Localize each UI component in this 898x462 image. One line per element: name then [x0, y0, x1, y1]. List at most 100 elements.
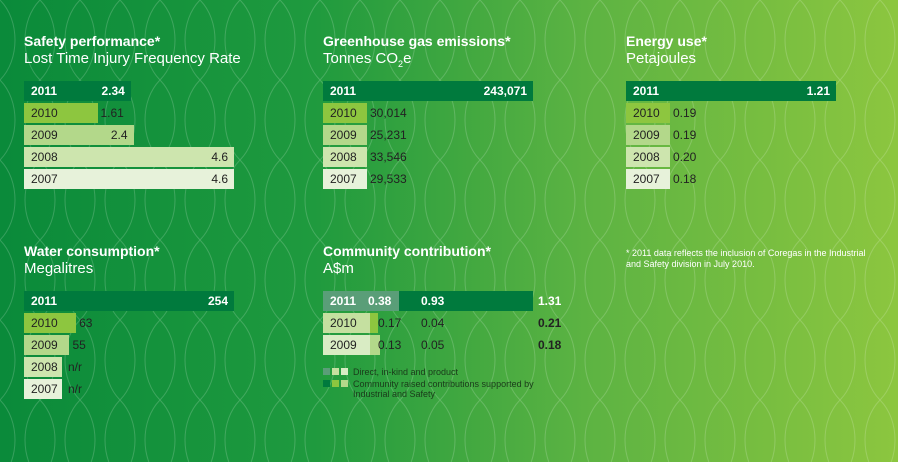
chart-subtitle: Tonnes CO2e — [323, 50, 511, 73]
bar — [24, 379, 62, 399]
bar-value-label: 0.18 — [673, 172, 697, 186]
bar-year-label: 2011 — [330, 294, 357, 308]
subtitle-tail: e — [403, 50, 412, 67]
bar-year-label: 2008 — [31, 150, 58, 164]
bar — [24, 335, 70, 355]
bar — [24, 313, 77, 333]
subtitle-text: A$m — [323, 260, 354, 277]
bar-year-label: 2009 — [633, 128, 660, 142]
bar-value-label: 4.6 — [211, 150, 228, 164]
chart-title: Safety performance* — [24, 33, 161, 49]
bar — [323, 147, 367, 167]
subtitle-subscript: 2 — [398, 59, 404, 69]
bar-value-label: 55 — [72, 338, 86, 352]
value-direct: 0.13 — [378, 338, 402, 352]
chart-subtitle: Megalitres — [24, 260, 160, 278]
bar-year-label: 2008 — [31, 360, 58, 374]
bar-year-label: 2009 — [31, 338, 58, 352]
bar-value-label: 1.21 — [806, 84, 830, 98]
value-community-raised: 0.04 — [421, 316, 445, 330]
chart-safety: Safety performance* Lost Time Injury Freq… — [24, 33, 241, 189]
bar-year-label: 2010 — [31, 316, 58, 330]
legend-label: Community raised contributions supported… — [353, 379, 534, 399]
bar-year-label: 2009 — [330, 338, 357, 352]
legend-label: Direct, in-kind and product — [353, 367, 459, 377]
chart-community: Community contribution* A$m 2011 0.38 0.93 1.… — [323, 243, 561, 355]
legend-swatch — [323, 368, 330, 375]
bar-value-label: n/r — [68, 360, 83, 374]
bar-year-label: 2010 — [31, 106, 58, 120]
bar — [24, 81, 131, 101]
bar-value-label: 0.20 — [673, 150, 697, 164]
bar — [626, 125, 670, 145]
bar-year-label: 2010 — [633, 106, 660, 120]
bar-value-label: 25,231 — [370, 128, 407, 142]
bar — [323, 169, 367, 189]
bar-value-label: 243,071 — [483, 84, 527, 98]
chart-title: Energy use* — [626, 33, 707, 49]
bar-value-label: 4.6 — [211, 172, 228, 186]
bar-year-label: 2009 — [330, 128, 357, 142]
bar-value-label: 254 — [207, 294, 228, 308]
legend-swatch — [332, 368, 339, 375]
bar-year-label: 2008 — [633, 150, 660, 164]
bar — [24, 147, 234, 167]
bar-year-label: 2010 — [330, 316, 357, 330]
value-total: 1.31 — [538, 294, 562, 308]
bar-year-label: 2009 — [31, 128, 58, 142]
bar-value-label: n/r — [68, 382, 83, 396]
legend-swatch — [323, 380, 330, 387]
bar-segment-direct — [323, 313, 370, 333]
legend-swatch — [341, 368, 348, 375]
legend-swatch — [341, 380, 348, 387]
bar-year-label: 2007 — [31, 172, 58, 186]
bar-year-label: 2011 — [330, 84, 357, 98]
bar-year-label: 2007 — [330, 172, 357, 186]
chart-title: Greenhouse gas emissions* — [323, 33, 511, 49]
bar-segment-community-raised — [370, 335, 380, 355]
footnote: * 2011 data reflects the inclusion of Co… — [626, 248, 866, 269]
bar — [626, 81, 836, 101]
bar — [323, 103, 367, 123]
value-direct: 0.17 — [378, 316, 402, 330]
legend-item-direct: Direct, in-kind and product — [323, 367, 563, 377]
subtitle-text: Tonnes CO — [323, 50, 399, 67]
bar-value-label: 2.34 — [101, 84, 125, 98]
subtitle-text: Petajoules — [626, 50, 697, 67]
subtitle-text: Lost Time Injury Frequency Rate — [24, 50, 241, 67]
chart-subtitle: Petajoules — [626, 50, 707, 68]
bar — [24, 103, 98, 123]
bar — [24, 291, 234, 311]
bar — [626, 169, 670, 189]
value-total: 0.21 — [538, 316, 562, 330]
bar-value-label: 33,546 — [370, 150, 407, 164]
bar-value-label: 63 — [79, 316, 93, 330]
chart-subtitle: A$m — [323, 260, 491, 278]
bar — [24, 125, 134, 145]
value-community-raised: 0.05 — [421, 338, 445, 352]
bar — [24, 357, 62, 377]
legend-swatch — [332, 380, 339, 387]
bar-value-label: 1.61 — [100, 106, 124, 120]
bar-year-label: 2008 — [330, 150, 357, 164]
bar-segment-community-raised — [370, 313, 378, 333]
bar — [626, 103, 670, 123]
bar-segment-community-raised — [399, 291, 533, 311]
chart-water: Water consumption* Megalitres 2011 254 2010 6… — [24, 243, 234, 399]
bar-value-label: 0.19 — [673, 106, 697, 120]
bar-year-label: 2010 — [330, 106, 357, 120]
chart-subtitle: Lost Time Injury Frequency Rate — [24, 50, 241, 68]
community-legend: Direct, in-kind and product Community ra… — [323, 367, 563, 401]
bar-year-label: 2011 — [31, 294, 58, 308]
bar — [323, 81, 533, 101]
chart-ghg: Greenhouse gas emissions* Tonnes CO2e 2011… — [323, 33, 533, 189]
bar-value-label: 0.19 — [673, 128, 697, 142]
bar-segment-direct — [323, 291, 399, 311]
bar-segment-direct — [323, 335, 370, 355]
bar-year-label: 2007 — [31, 382, 58, 396]
chart-energy: Energy use* Petajoules 2011 1.21 2010 0.19 200… — [626, 33, 836, 189]
bar-year-label: 2007 — [633, 172, 660, 186]
chart-title: Community contribution* — [323, 243, 491, 259]
value-community-raised: 0.93 — [421, 294, 445, 308]
